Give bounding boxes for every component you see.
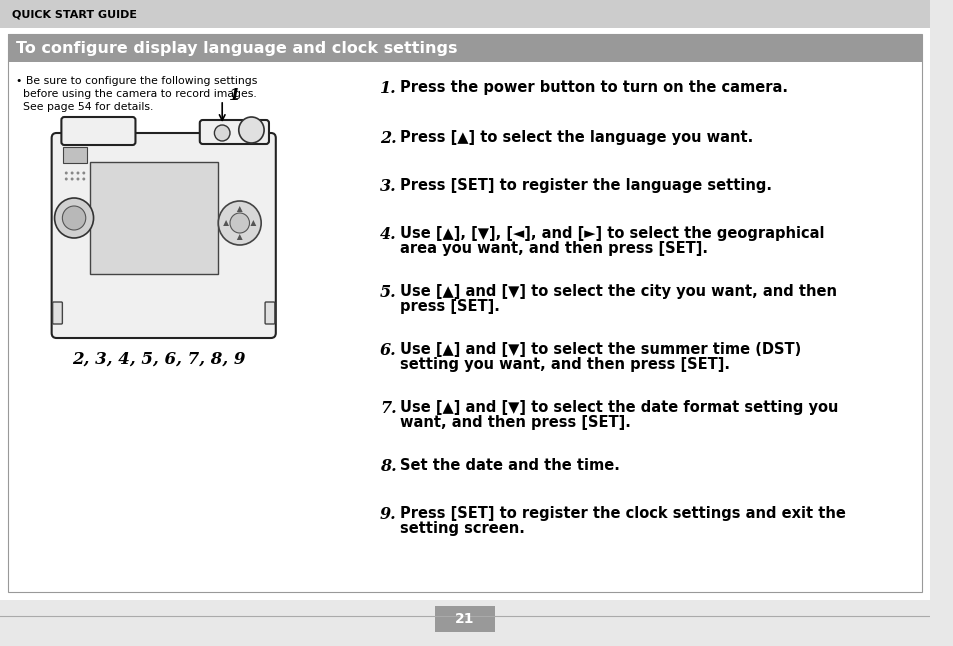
Text: 2, 3, 4, 5, 6, 7, 8, 9: 2, 3, 4, 5, 6, 7, 8, 9 xyxy=(72,351,245,368)
Text: Use [▲] and [▼] to select the summer time (DST): Use [▲] and [▼] to select the summer tim… xyxy=(399,342,800,357)
Text: Press [SET] to register the language setting.: Press [SET] to register the language set… xyxy=(399,178,771,193)
Text: 1: 1 xyxy=(229,87,240,103)
Text: See page 54 for details.: See page 54 for details. xyxy=(15,102,152,112)
Text: 1.: 1. xyxy=(379,80,396,97)
Text: setting you want, and then press [SET].: setting you want, and then press [SET]. xyxy=(399,357,729,372)
FancyBboxPatch shape xyxy=(265,302,274,324)
Text: area you want, and then press [SET].: area you want, and then press [SET]. xyxy=(399,241,707,256)
Circle shape xyxy=(218,201,261,245)
Text: 8.: 8. xyxy=(379,458,396,475)
Text: Use [▲] and [▼] to select the city you want, and then: Use [▲] and [▼] to select the city you w… xyxy=(399,284,836,299)
Circle shape xyxy=(65,171,68,174)
FancyBboxPatch shape xyxy=(52,302,62,324)
Circle shape xyxy=(214,125,230,141)
Text: Press the power button to turn on the camera.: Press the power button to turn on the ca… xyxy=(399,80,787,95)
FancyBboxPatch shape xyxy=(435,606,495,632)
Text: before using the camera to record images.: before using the camera to record images… xyxy=(15,89,256,99)
Circle shape xyxy=(71,171,73,174)
Text: 6.: 6. xyxy=(379,342,396,359)
Text: press [SET].: press [SET]. xyxy=(399,299,499,314)
Text: 3.: 3. xyxy=(379,178,396,195)
Polygon shape xyxy=(236,234,242,240)
Text: setting screen.: setting screen. xyxy=(399,521,524,536)
Circle shape xyxy=(238,117,264,143)
Text: Use [▲], [▼], [◄], and [►] to select the geographical: Use [▲], [▼], [◄], and [►] to select the… xyxy=(399,226,823,241)
Circle shape xyxy=(54,198,93,238)
Circle shape xyxy=(76,171,79,174)
Circle shape xyxy=(230,213,250,233)
Text: want, and then press [SET].: want, and then press [SET]. xyxy=(399,415,630,430)
Text: To configure display language and clock settings: To configure display language and clock … xyxy=(15,41,456,56)
Text: 2.: 2. xyxy=(379,130,396,147)
FancyBboxPatch shape xyxy=(90,162,218,274)
Text: 5.: 5. xyxy=(379,284,396,301)
Text: Press [▲] to select the language you want.: Press [▲] to select the language you wan… xyxy=(399,130,752,145)
Text: 7.: 7. xyxy=(379,400,396,417)
Polygon shape xyxy=(223,220,229,226)
Polygon shape xyxy=(236,206,242,212)
FancyBboxPatch shape xyxy=(0,0,929,28)
Circle shape xyxy=(65,178,68,180)
FancyBboxPatch shape xyxy=(8,34,921,62)
FancyBboxPatch shape xyxy=(0,0,929,600)
Text: 21: 21 xyxy=(455,612,474,626)
Text: 9.: 9. xyxy=(379,506,396,523)
Text: Set the date and the time.: Set the date and the time. xyxy=(399,458,618,473)
Circle shape xyxy=(62,206,86,230)
Circle shape xyxy=(82,178,85,180)
Text: Use [▲] and [▼] to select the date format setting you: Use [▲] and [▼] to select the date forma… xyxy=(399,400,837,415)
Circle shape xyxy=(76,178,79,180)
Circle shape xyxy=(82,171,85,174)
FancyBboxPatch shape xyxy=(63,147,87,163)
Text: QUICK START GUIDE: QUICK START GUIDE xyxy=(11,9,136,19)
Text: 4.: 4. xyxy=(379,226,396,243)
FancyBboxPatch shape xyxy=(51,133,275,338)
FancyBboxPatch shape xyxy=(61,117,135,145)
Text: Press [SET] to register the clock settings and exit the: Press [SET] to register the clock settin… xyxy=(399,506,844,521)
FancyBboxPatch shape xyxy=(199,120,269,144)
Circle shape xyxy=(71,178,73,180)
Polygon shape xyxy=(251,220,256,226)
Text: • Be sure to configure the following settings: • Be sure to configure the following set… xyxy=(15,76,256,86)
FancyBboxPatch shape xyxy=(8,34,921,592)
